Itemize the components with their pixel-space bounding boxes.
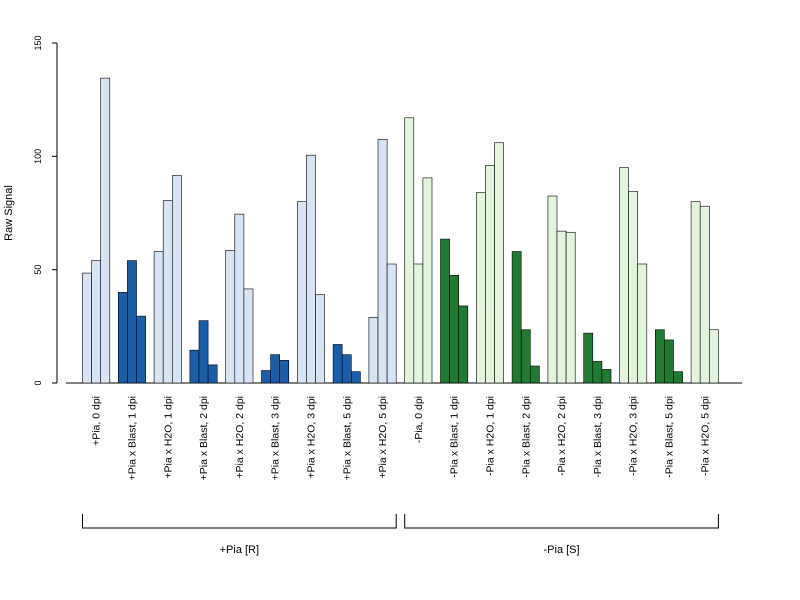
bar bbox=[198, 320, 209, 384]
bar bbox=[673, 371, 683, 384]
category-label: -Pia, 0 dpi bbox=[413, 396, 425, 443]
bar bbox=[529, 365, 540, 384]
bars bbox=[82, 77, 719, 384]
category-label: -Pia x H2O, 1 dpi bbox=[484, 396, 496, 476]
category-label: -Pia x Blast, 2 dpi bbox=[520, 396, 532, 478]
bar bbox=[440, 238, 450, 384]
bar bbox=[690, 201, 701, 384]
bar bbox=[270, 354, 281, 384]
group-bracket bbox=[82, 514, 397, 529]
bar bbox=[458, 305, 469, 384]
bar bbox=[136, 315, 146, 384]
bar bbox=[485, 165, 495, 384]
bar bbox=[82, 272, 92, 384]
bar bbox=[637, 263, 648, 384]
bar bbox=[332, 344, 343, 384]
category-label: -Pia x Blast, 1 dpi bbox=[449, 396, 461, 478]
bar bbox=[475, 192, 486, 384]
group-brackets: +Pia [R] -Pia [S] bbox=[82, 514, 719, 556]
category-label: +Pia x H2O, 5 dpi bbox=[377, 396, 389, 479]
bar bbox=[91, 260, 101, 384]
bar bbox=[341, 354, 352, 384]
bar bbox=[162, 200, 173, 384]
category-label: -Pia x H2O, 5 dpi bbox=[699, 396, 711, 476]
bar bbox=[315, 294, 325, 384]
category-label: -Pia x Blast, 3 dpi bbox=[592, 396, 604, 478]
bar bbox=[127, 260, 137, 384]
bar bbox=[520, 329, 531, 384]
bar bbox=[377, 139, 388, 384]
bar bbox=[207, 364, 218, 384]
category-label: -Pia x Blast, 5 dpi bbox=[663, 396, 675, 478]
category-label: -Pia x H2O, 2 dpi bbox=[556, 396, 568, 476]
bar bbox=[511, 251, 522, 384]
category-label: +Pia x H2O, 2 dpi bbox=[234, 396, 246, 479]
category-label: +Pia x Blast, 5 dpi bbox=[341, 396, 353, 480]
bar bbox=[413, 263, 424, 384]
bar bbox=[619, 167, 629, 384]
bar bbox=[386, 263, 397, 384]
bar bbox=[189, 349, 200, 384]
bar bbox=[449, 275, 460, 384]
category-label: +Pia, 0 dpi bbox=[91, 396, 103, 446]
bar bbox=[172, 175, 182, 384]
bar bbox=[494, 142, 504, 384]
bar bbox=[565, 231, 576, 384]
y-tick-label: 150 bbox=[33, 35, 43, 50]
category-label: +Pia x H2O, 3 dpi bbox=[305, 396, 317, 479]
category-label: +Pia x H2O, 1 dpi bbox=[162, 396, 174, 479]
bar bbox=[118, 292, 128, 384]
bar bbox=[306, 154, 316, 384]
bar bbox=[628, 191, 638, 384]
bar bbox=[261, 370, 271, 384]
y-tick-label: 0 bbox=[33, 380, 43, 385]
bar bbox=[100, 77, 111, 384]
category-labels: +Pia, 0 dpi +Pia x Blast, 1 dpi +Pia x H2O… bbox=[91, 396, 712, 480]
category-label: +Pia x Blast, 3 dpi bbox=[270, 396, 282, 480]
y-tick-label: 50 bbox=[33, 265, 43, 275]
bar bbox=[547, 195, 558, 384]
bar bbox=[350, 371, 361, 384]
group-bracket bbox=[404, 514, 719, 529]
category-label: +Pia x Blast, 1 dpi bbox=[126, 396, 138, 480]
bar bbox=[422, 177, 433, 384]
y-tick-label: 100 bbox=[33, 149, 43, 164]
bar bbox=[592, 361, 603, 384]
bar bbox=[368, 316, 379, 384]
bar bbox=[583, 332, 594, 384]
bar bbox=[556, 230, 567, 384]
bar bbox=[296, 201, 307, 384]
bar bbox=[153, 251, 164, 384]
bar bbox=[699, 205, 710, 384]
bar bbox=[654, 329, 665, 384]
bar bbox=[234, 213, 245, 384]
bar bbox=[708, 329, 719, 384]
category-label: -Pia x H2O, 3 dpi bbox=[628, 396, 640, 476]
group-label: -Pia [S] bbox=[544, 544, 580, 556]
category-label: +Pia x Blast, 2 dpi bbox=[198, 396, 210, 480]
y-axis-title: Raw Signal bbox=[3, 185, 15, 241]
bar bbox=[279, 360, 290, 384]
bar bbox=[243, 288, 254, 384]
bar bbox=[601, 369, 612, 384]
group-label: +Pia [R] bbox=[220, 544, 259, 556]
bar bbox=[664, 339, 674, 384]
bar bbox=[225, 250, 236, 384]
bar bbox=[404, 117, 415, 384]
